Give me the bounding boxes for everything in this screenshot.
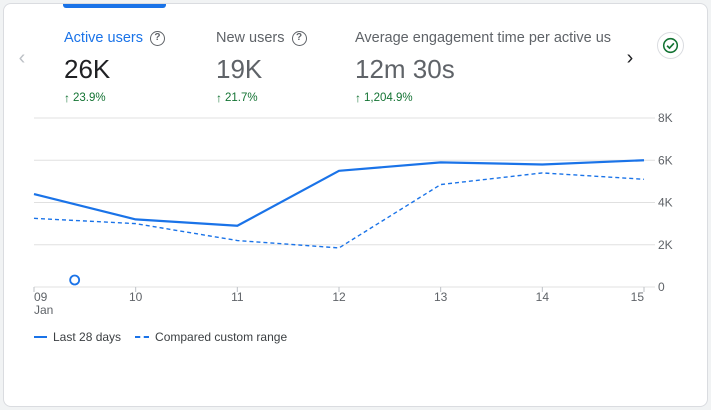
line-chart: 0 2K 4K 6K 8K 09 10 11 12 13 14 15 Jan — [33, 111, 673, 317]
chart-grid — [34, 117, 655, 288]
legend-label: Last 28 days — [53, 330, 122, 344]
legend-swatch-dashed — [135, 336, 150, 338]
chart-legend: Last 28 days Compared custom range — [34, 330, 287, 344]
metric-label: Average engagement time per active us — [355, 30, 612, 46]
y-axis-ticks: 0 2K 4K 6K 8K — [658, 111, 673, 294]
help-icon[interactable]: ? — [291, 30, 307, 46]
x-tick-label: 10 — [129, 290, 143, 304]
metric-change: 23.9% — [73, 92, 106, 104]
y-tick-label: 8K — [658, 111, 673, 125]
legend-label: Compared custom range — [155, 330, 288, 344]
annotation-marker — [69, 274, 81, 286]
metric-value: 12m 30s — [355, 54, 455, 84]
check-circle-icon[interactable] — [657, 32, 684, 59]
legend-swatch-solid — [34, 336, 47, 338]
y-tick-label: 0 — [658, 280, 665, 294]
arrow-up-icon: ↑ — [64, 91, 70, 105]
arrow-up-icon: ↑ — [216, 91, 222, 105]
legend-item-compared-range[interactable]: Compared custom range — [135, 330, 287, 344]
chevron-left-icon[interactable]: ‹ — [18, 47, 26, 69]
y-tick-label: 4K — [658, 196, 673, 210]
series-line-0 — [33, 159, 645, 227]
x-tick-label: 14 — [536, 290, 550, 304]
x-axis-ticks: 09 10 11 12 13 14 15 Jan — [33, 287, 645, 317]
metric-value: 26K — [64, 54, 111, 84]
metric-change: 21.7% — [225, 92, 258, 104]
metric-label: Active users — [64, 30, 143, 46]
metrics-card: ‹ Active users ? 26K ↑ 23.9% New users ?… — [3, 3, 708, 407]
x-tick-label: 09 — [34, 290, 48, 304]
x-tick-label: 15 — [631, 290, 645, 304]
arrow-up-icon: ↑ — [355, 91, 361, 105]
help-icon[interactable]: ? — [149, 30, 165, 46]
series-line-1 — [33, 172, 645, 249]
x-tick-label: 12 — [332, 290, 346, 304]
active-tab-indicator — [63, 4, 166, 8]
metric-change: 1,204.9% — [364, 92, 413, 104]
metric-label: New users — [216, 30, 285, 46]
legend-item-last-28-days[interactable]: Last 28 days — [34, 330, 121, 344]
metric-tab-active-users[interactable]: Active users ? 26K ↑ 23.9% — [64, 28, 204, 105]
chart-series — [33, 159, 645, 286]
metric-tab-new-users[interactable]: New users ? 19K ↑ 21.7% — [216, 28, 346, 105]
y-tick-label: 2K — [658, 238, 673, 252]
x-axis-sublabel: Jan — [34, 303, 53, 317]
chevron-right-icon[interactable]: › — [626, 47, 634, 69]
metric-tab-avg-engagement[interactable]: Average engagement time per active us 12… — [355, 28, 614, 105]
metric-value: 19K — [216, 54, 263, 84]
x-tick-label: 13 — [434, 290, 448, 304]
y-tick-label: 6K — [658, 153, 673, 167]
x-tick-label: 11 — [231, 290, 244, 304]
